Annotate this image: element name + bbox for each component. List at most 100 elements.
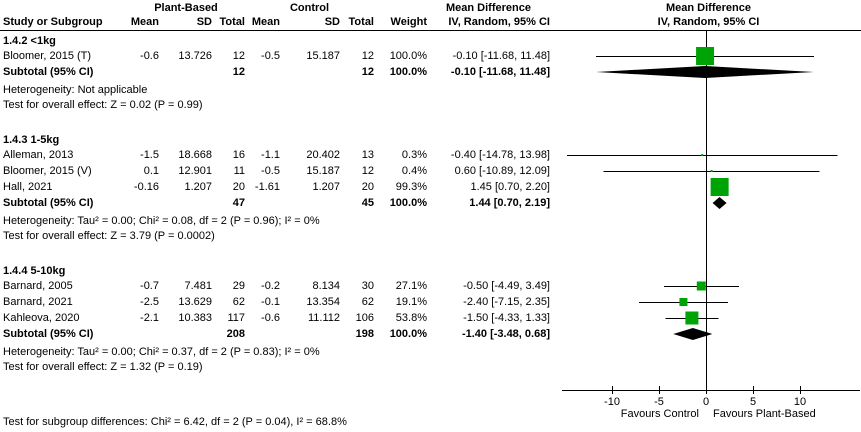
study-name: Subtotal (95% CI) bbox=[3, 66, 94, 78]
weight-value: 0.3% bbox=[401, 149, 427, 161]
study-marker bbox=[696, 281, 706, 291]
plant-total: 208 bbox=[226, 328, 245, 340]
control-total: 20 bbox=[361, 181, 374, 193]
plot-header: Mean Difference IV, Random, 95% CI bbox=[556, 1, 861, 29]
control-mean: -0.6 bbox=[261, 312, 280, 324]
stat-line: Test for overall effect: Z = 1.32 (P = 0… bbox=[3, 361, 203, 373]
col-header-total: Total bbox=[348, 16, 374, 28]
weight-value: 0.4% bbox=[401, 165, 427, 177]
control-total: 106 bbox=[355, 312, 374, 324]
weight-value: 100.0% bbox=[389, 50, 427, 62]
subtotal-diamond bbox=[712, 197, 727, 209]
stat-line: Test for overall effect: Z = 3.79 (P = 0… bbox=[3, 230, 215, 242]
study-name: Subtotal (95% CI) bbox=[3, 328, 94, 340]
control-sd: 13.354 bbox=[306, 296, 340, 308]
plant-mean: -1.5 bbox=[140, 149, 159, 161]
section-gap bbox=[0, 375, 556, 393]
weight-value: 100.0% bbox=[389, 328, 427, 340]
plant-mean: -0.6 bbox=[140, 50, 159, 62]
study-marker bbox=[679, 298, 688, 306]
plant-mean: -0.7 bbox=[140, 280, 159, 292]
col-header-mean: Mean bbox=[251, 16, 280, 28]
control-mean: -0.5 bbox=[261, 50, 280, 62]
tick-label: 0 bbox=[703, 396, 709, 408]
plant-sd: 7.481 bbox=[184, 280, 212, 292]
group-header-spacer bbox=[374, 1, 427, 15]
tick-label: 10 bbox=[794, 396, 806, 408]
tick-label: 5 bbox=[750, 396, 756, 408]
control-sd: 15.187 bbox=[306, 50, 340, 62]
col-header-method: IV, Random, 95% CI bbox=[448, 16, 550, 28]
control-sd bbox=[280, 64, 340, 80]
md-ci-value: 1.44 [0.70, 2.19] bbox=[469, 197, 550, 209]
md-ci-value: -0.40 [-14.78, 13.98] bbox=[450, 149, 550, 161]
control-sd: 15.187 bbox=[306, 165, 340, 177]
col-header-study: Study or Subgroup bbox=[3, 16, 103, 28]
col-header-total: Total bbox=[219, 16, 245, 28]
plant-sd: 13.726 bbox=[178, 50, 212, 62]
control-total: 12 bbox=[361, 66, 374, 78]
study-row: Alleman, 2013 -1.5 18.668 16 -1.1 20.402… bbox=[0, 147, 556, 163]
study-marker bbox=[685, 311, 699, 325]
md-ci-value: -0.10 [-11.68, 11.48] bbox=[450, 66, 550, 78]
md-ci-value: 0.60 [-10.89, 12.09] bbox=[454, 165, 550, 177]
control-sd bbox=[280, 326, 340, 342]
weight-value: 100.0% bbox=[389, 197, 427, 209]
plant-total: 47 bbox=[232, 197, 245, 209]
control-sd: 8.134 bbox=[312, 280, 340, 292]
control-mean bbox=[245, 195, 280, 211]
control-total: 13 bbox=[361, 149, 374, 161]
plant-total: 117 bbox=[227, 312, 245, 324]
study-row: Barnard, 2021 -2.5 13.629 62 -0.1 13.354… bbox=[0, 294, 556, 310]
study-marker bbox=[710, 178, 729, 196]
plot-method-header: IV, Random, 95% CI bbox=[657, 16, 760, 28]
control-mean bbox=[245, 326, 280, 342]
group-header-plant-based: Plant-Based bbox=[154, 2, 218, 14]
plant-mean bbox=[127, 195, 159, 211]
study-table: Plant-Based Control Mean Difference Stud… bbox=[0, 1, 556, 393]
plant-total: 62 bbox=[232, 296, 245, 308]
study-name: Bloomer, 2015 (V) bbox=[3, 165, 92, 177]
md-ci-value: -0.10 [-11.68, 11.48] bbox=[452, 50, 550, 62]
subgroup-title: 1.4.4 5-10kg bbox=[3, 265, 66, 277]
study-marker bbox=[696, 47, 715, 65]
control-mean: -0.2 bbox=[261, 280, 280, 292]
weight-value: 99.3% bbox=[395, 181, 427, 193]
effect-header-text: Mean Difference bbox=[446, 2, 531, 14]
study-row: Subtotal (95% CI) 208 198 100.0% -1.40 [… bbox=[0, 326, 556, 342]
control-total: 45 bbox=[361, 197, 374, 209]
col-header-sd: SD bbox=[324, 16, 340, 28]
weight-value: 100.0% bbox=[389, 66, 427, 78]
subgroup-title: 1.4.2 <1kg bbox=[3, 35, 56, 47]
weight-value: 53.8% bbox=[395, 312, 427, 324]
favours-right-label: Favours Plant-Based bbox=[713, 408, 816, 420]
plant-sd: 18.668 bbox=[178, 149, 212, 161]
study-name: Hall, 2021 bbox=[3, 181, 53, 193]
col-header-mean: Mean bbox=[130, 16, 159, 28]
study-row: Subtotal (95% CI) 12 12 100.0% -0.10 [-1… bbox=[0, 64, 556, 80]
md-ci-value: -2.40 [-7.15, 2.35] bbox=[463, 296, 550, 308]
md-ci-value: 1.45 [0.70, 2.20] bbox=[470, 181, 550, 193]
subgroup-difference-test: Test for subgroup differences: Chi² = 6.… bbox=[3, 416, 347, 428]
plant-mean: 0.1 bbox=[143, 165, 159, 177]
plant-total: 12 bbox=[232, 50, 245, 62]
study-name: Barnard, 2005 bbox=[3, 280, 73, 292]
study-name: Kahleova, 2020 bbox=[3, 312, 80, 324]
control-mean bbox=[245, 64, 280, 80]
tick-label: -10 bbox=[604, 396, 620, 408]
study-name: Bloomer, 2015 (T) bbox=[3, 50, 92, 62]
favours-left-label: Favours Control bbox=[621, 408, 699, 420]
control-total: 62 bbox=[361, 296, 374, 308]
plant-total: 29 bbox=[232, 280, 245, 292]
tick-label: -5 bbox=[654, 396, 664, 408]
plant-mean: -0.16 bbox=[133, 181, 159, 193]
plant-sd bbox=[159, 64, 212, 80]
group-header-row: Plant-Based Control Mean Difference bbox=[0, 1, 556, 15]
study-row: Barnard, 2005 -0.7 7.481 29 -0.2 8.134 3… bbox=[0, 278, 556, 294]
plant-sd bbox=[159, 195, 212, 211]
stat-line: Test for overall effect: Z = 0.02 (P = 0… bbox=[3, 99, 203, 111]
control-sd bbox=[280, 195, 340, 211]
control-total: 30 bbox=[361, 280, 374, 292]
column-header-row: Study or Subgroup Mean SD Total Mean SD … bbox=[0, 15, 556, 29]
plant-mean bbox=[127, 64, 159, 80]
